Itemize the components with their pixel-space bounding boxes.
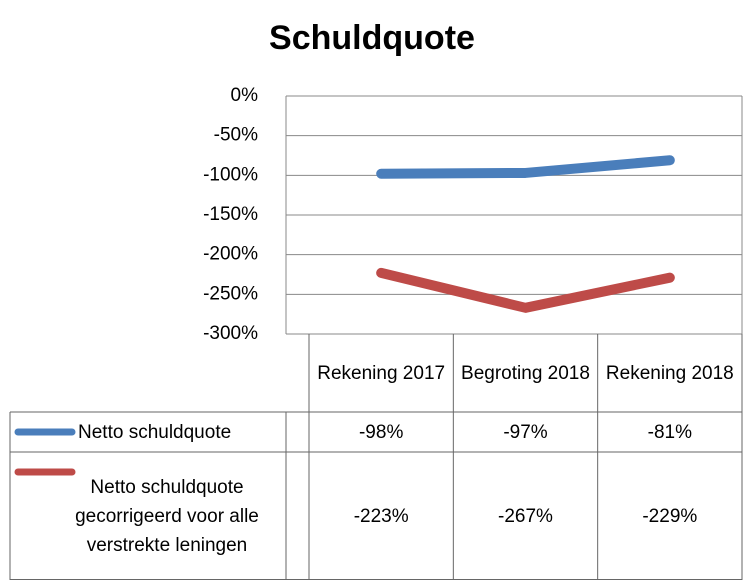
y-tick-label: -250%	[203, 283, 258, 304]
category-label: Rekening 2018	[605, 362, 734, 384]
chart-title: Schuldquote	[269, 19, 475, 57]
data-table-value: -267%	[498, 505, 553, 527]
series-line	[376, 155, 675, 179]
category-label: Rekening 2017	[317, 362, 446, 384]
data-table-value: -223%	[353, 505, 409, 527]
legend-label: Netto schuldquote gecorrigeerd voor alle…	[75, 476, 259, 556]
y-tick-label: -300%	[203, 323, 258, 344]
data-table-value: -98%	[358, 421, 404, 443]
series-line	[376, 267, 675, 313]
y-tick-label: -150%	[203, 204, 258, 225]
data-table-value: -81%	[647, 421, 692, 443]
category-label: Begroting 2018	[461, 362, 590, 384]
y-tick-label: -50%	[214, 125, 258, 146]
y-tick-label: 0%	[231, 85, 259, 106]
y-tick-label: -100%	[203, 164, 258, 185]
y-tick-label: -200%	[203, 244, 258, 265]
legend-label: Netto schuldquote	[78, 421, 232, 443]
data-table-value: -229%	[642, 505, 698, 527]
data-table-value: -97%	[503, 421, 548, 443]
